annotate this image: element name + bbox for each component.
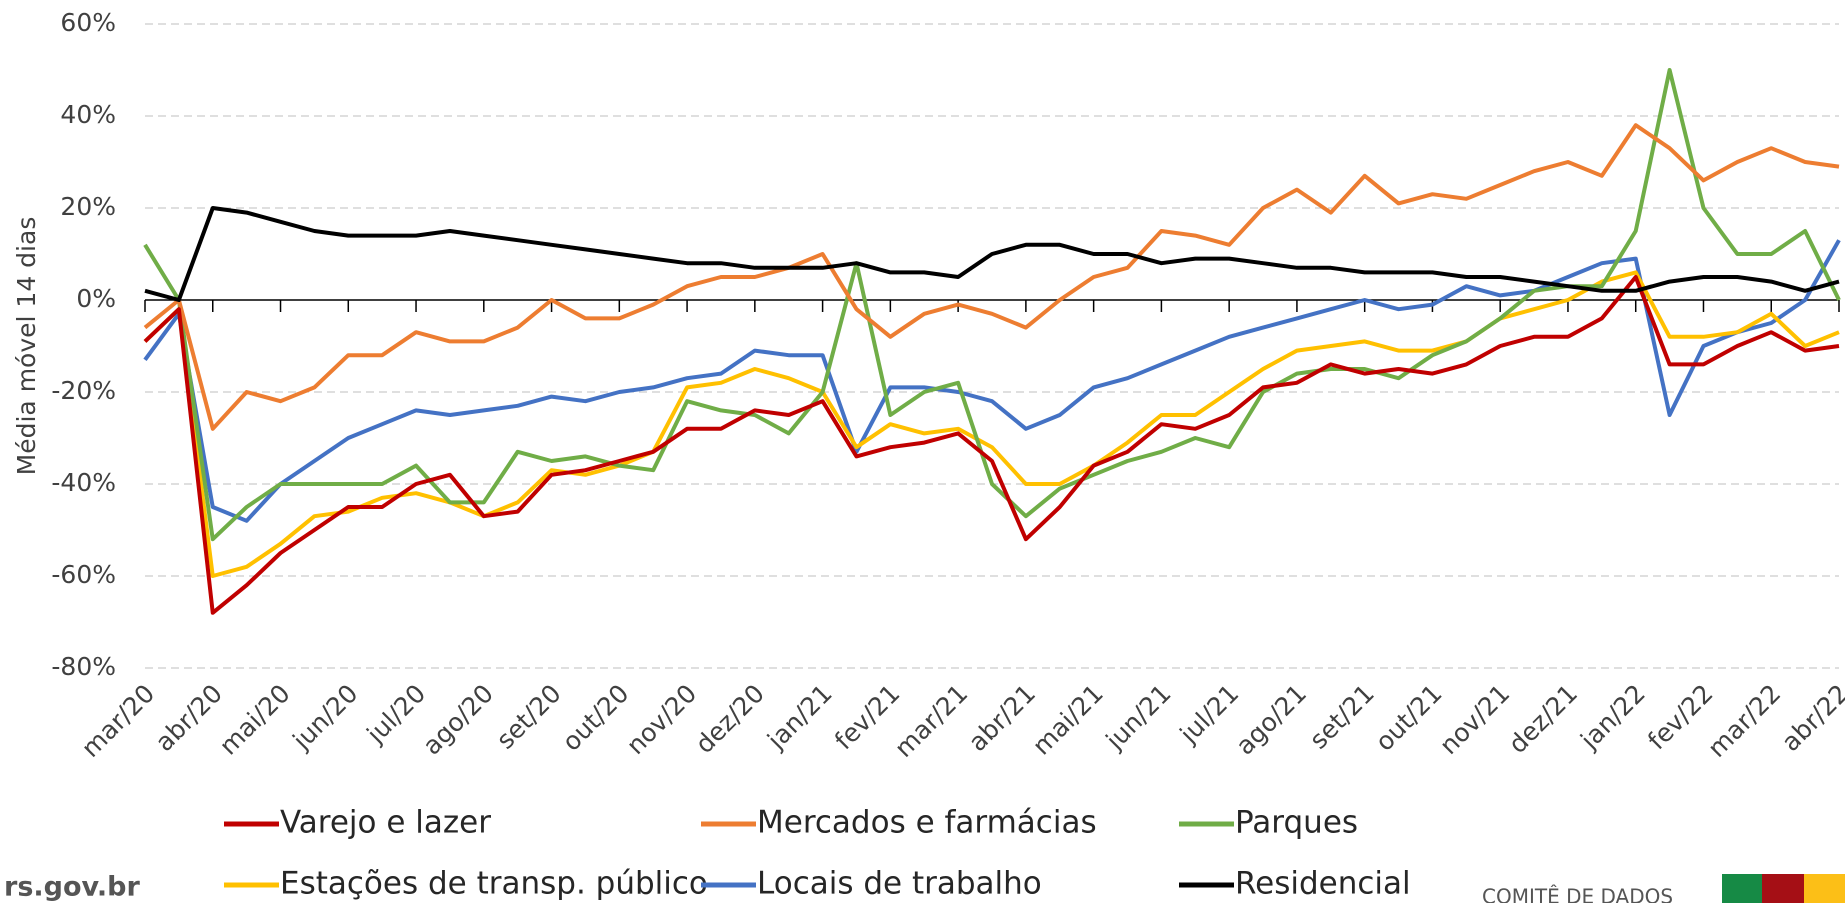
x-tick-label: jan/21 xyxy=(761,679,838,756)
legend-label: Locais de trabalho xyxy=(757,866,1042,902)
y-tick-label: 40% xyxy=(60,100,116,129)
y-tick-label: 0% xyxy=(76,284,116,313)
flag-green xyxy=(1722,874,1762,903)
x-tick-label: jan/22 xyxy=(1574,679,1651,756)
x-tick-label: set/21 xyxy=(1304,679,1380,755)
x-tick-label: jun/21 xyxy=(1100,679,1177,756)
x-tick-label: mai/20 xyxy=(214,679,296,761)
x-tick-label: mar/21 xyxy=(889,679,973,763)
flag-red xyxy=(1762,874,1804,903)
x-tick-label: dez/21 xyxy=(1503,679,1583,759)
y-tick-label: 20% xyxy=(60,192,116,221)
series-line xyxy=(143,270,1840,578)
legend-label: Varejo e lazer xyxy=(280,805,491,841)
x-tick-label: dez/20 xyxy=(690,679,770,759)
x-tick-label: out/21 xyxy=(1370,679,1448,757)
x-tick-label: abr/22 xyxy=(1776,679,1845,757)
x-tick-label: set/20 xyxy=(491,679,567,755)
y-tick-label: 60% xyxy=(60,8,116,37)
y-tick-label: -20% xyxy=(51,376,116,405)
flag-yellow xyxy=(1804,874,1845,903)
x-tick-label: mar/20 xyxy=(76,679,160,763)
series-line xyxy=(143,123,1840,431)
legend-label: Parques xyxy=(1235,805,1358,841)
x-tick-label: mai/21 xyxy=(1027,679,1109,761)
footer-org: COMITÊ DE DADOS xyxy=(1482,885,1673,903)
x-tick-label: ago/20 xyxy=(417,679,499,761)
series-line xyxy=(144,206,1840,302)
x-tick-label: ago/21 xyxy=(1230,679,1312,761)
x-tick-label: nov/20 xyxy=(621,679,702,760)
y-tick-label: -60% xyxy=(51,560,116,589)
y-tick-label: -40% xyxy=(51,468,116,497)
y-tick-label: -80% xyxy=(51,652,116,681)
y-axis-label: Média móvel 14 dias xyxy=(12,217,41,476)
x-tick-label: abr/21 xyxy=(963,679,1041,757)
series-line xyxy=(143,239,1841,523)
x-tick-label: jun/20 xyxy=(286,679,363,756)
x-tick-label: out/20 xyxy=(557,679,635,757)
legend-label: Mercados e farmácias xyxy=(757,805,1097,841)
footer-source: rs.gov.br xyxy=(4,872,141,903)
series-line xyxy=(143,275,1840,615)
legend-label: Residencial xyxy=(1235,866,1411,902)
x-tick-label: abr/20 xyxy=(150,679,228,757)
legend-label: Estações de transp. público xyxy=(280,866,708,902)
x-tick-label: mar/22 xyxy=(1702,679,1786,763)
series-line xyxy=(143,68,1841,542)
x-tick-label: nov/21 xyxy=(1434,679,1515,760)
